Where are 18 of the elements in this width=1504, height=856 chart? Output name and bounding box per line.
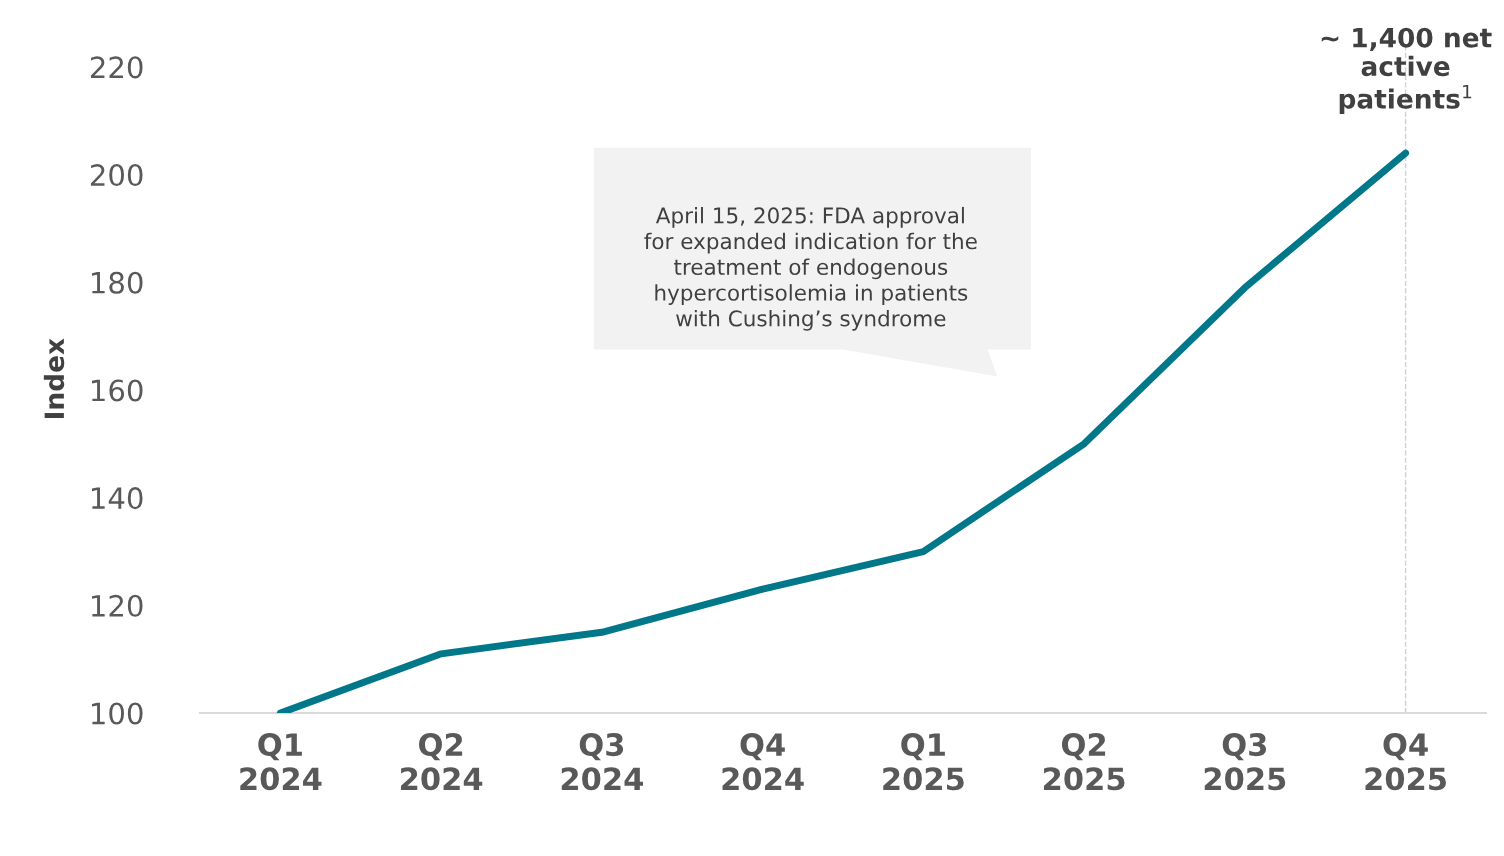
x-tick-label: Q3 2025	[1204, 733, 1286, 791]
y-tick-label: 140	[92, 487, 143, 510]
x-tick-label: Q2 2025	[1044, 733, 1125, 791]
annotation: ~ 1,400 net active patients$^{1}$	[1321, 27, 1492, 114]
x-tick-label: Q3 2024	[561, 733, 643, 791]
y-tick-label: 180	[92, 271, 143, 294]
y-tick-label: 160	[92, 379, 143, 402]
x-tick-label: Q4 2024	[722, 733, 804, 791]
y-tick-label: 220	[90, 56, 143, 79]
y-tick-label: 120	[92, 594, 143, 617]
x-tick-label: Q1 2025	[883, 733, 964, 791]
x-tick-label: Q2 2024	[401, 733, 483, 791]
annotation: April 15, 2025: FDA approval for expanded indication for the treatment of endogenous hypercortisolemia in patients with Cushing’s syndrome	[644, 206, 977, 331]
y-axis-title: Index	[43, 338, 65, 418]
x-tick-label: Q4 2025	[1365, 733, 1446, 791]
y-tick-label: 200	[90, 164, 143, 187]
x-tick-label: Q1 2024	[240, 733, 322, 791]
y-tick-label: 100	[92, 702, 143, 725]
